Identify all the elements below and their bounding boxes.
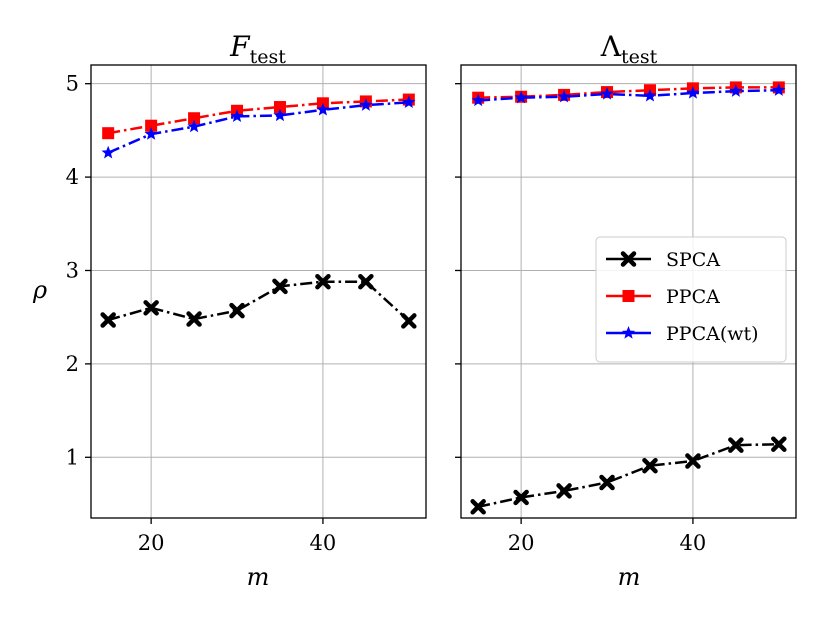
y-tick-label: 4 (66, 165, 79, 189)
data-point-spca (599, 474, 615, 491)
x-tick-label: 40 (310, 531, 337, 555)
data-point-spca (642, 457, 658, 474)
data-point-ppca-wt (273, 108, 287, 122)
panel-title-sub: test (621, 46, 658, 68)
panel-title-sub: test (250, 46, 287, 68)
data-point-ppca-wt (101, 145, 115, 159)
data-point-ppca (273, 101, 286, 114)
data-point-spca (685, 453, 701, 469)
y-axis-label: ρ (32, 276, 47, 304)
series-ppca (102, 93, 415, 140)
data-point-spca (100, 312, 116, 328)
data-point-ppca-wt (686, 86, 700, 99)
legend-marker (620, 251, 637, 267)
legend-label: PPCA (666, 286, 720, 308)
legend-box (595, 236, 787, 363)
panel-f-test: Ftest 20 40 1 2 3 4 5 m ρ (32, 30, 427, 591)
series-line-spca (107, 280, 410, 322)
plot-frame (460, 64, 797, 519)
legend-label: PPCA(wt) (666, 323, 759, 345)
data-point-ppca-wt (144, 127, 158, 140)
data-point-ppca-wt (316, 102, 330, 116)
data-point-spca (513, 489, 529, 506)
panel-title-main: Λ (600, 30, 622, 63)
panel-title-main: F (229, 30, 251, 63)
series-ppca-wt (101, 95, 416, 159)
data-point-spca (229, 302, 245, 319)
data-point-ppca-wt (729, 84, 743, 97)
data-point-ppca (102, 127, 115, 140)
series-line-ppca (107, 98, 409, 135)
data-point-ppca-wt (359, 98, 373, 111)
series-line-ppca-wt (478, 88, 779, 102)
panel-title: Λtest (600, 30, 658, 68)
data-point-ppca-wt (557, 89, 571, 103)
legend-label: SPCA (666, 249, 720, 271)
series-line-ppca-wt (107, 101, 409, 154)
grid-lines (91, 65, 426, 518)
legend-marker (622, 290, 635, 302)
series-layer (100, 93, 417, 329)
data-point-spca (272, 278, 288, 295)
x-tick-label: 20 (508, 531, 535, 555)
legend-marker (621, 326, 636, 339)
legend-entry-ppca-wt: PPCA(wt) (606, 323, 759, 345)
legend: SPCA PPCA PPCA(wt) (595, 236, 787, 363)
data-point-ppca-wt (230, 109, 244, 123)
tick-layer: 20 40 (455, 83, 707, 555)
data-point-ppca-wt (402, 95, 416, 109)
data-point-spca (315, 273, 331, 290)
series-layer (470, 81, 787, 515)
x-axis-label: m (247, 563, 270, 591)
legend-entry-ppca: PPCA (606, 286, 720, 308)
y-tick-label: 3 (66, 258, 79, 282)
legend-entry-spca: SPCA (606, 249, 720, 271)
data-point-spca (401, 313, 417, 329)
data-point-ppca-wt (471, 93, 485, 107)
x-tick-label: 20 (138, 531, 165, 555)
data-point-spca (556, 483, 572, 499)
data-point-ppca (188, 112, 201, 125)
y-tick-label: 5 (66, 72, 79, 96)
x-axis-label: m (618, 563, 641, 591)
data-point-spca (470, 499, 486, 515)
data-point-ppca-wt (643, 88, 657, 102)
data-point-spca (358, 273, 374, 290)
y-tick-label: 2 (66, 352, 79, 376)
series-ppca-wt (471, 83, 786, 107)
data-point-ppca-wt (514, 90, 528, 104)
data-point-ppca-wt (772, 83, 786, 96)
x-tick-label: 40 (680, 531, 707, 555)
series-line-spca (477, 442, 779, 509)
y-tick-label: 1 (66, 445, 79, 469)
data-point-spca (771, 436, 787, 452)
series-spca (100, 273, 417, 329)
series-spca (470, 436, 787, 515)
tick-layer: 20 40 1 2 3 4 5 (66, 72, 337, 555)
data-point-spca (728, 437, 744, 453)
data-point-ppca (145, 119, 158, 132)
plot-frame (90, 64, 427, 519)
data-point-spca (143, 300, 159, 316)
data-point-ppca-wt (187, 119, 201, 133)
panel-title: Ftest (229, 30, 286, 68)
data-point-spca (186, 311, 202, 327)
data-point-ppca-wt (600, 86, 614, 100)
